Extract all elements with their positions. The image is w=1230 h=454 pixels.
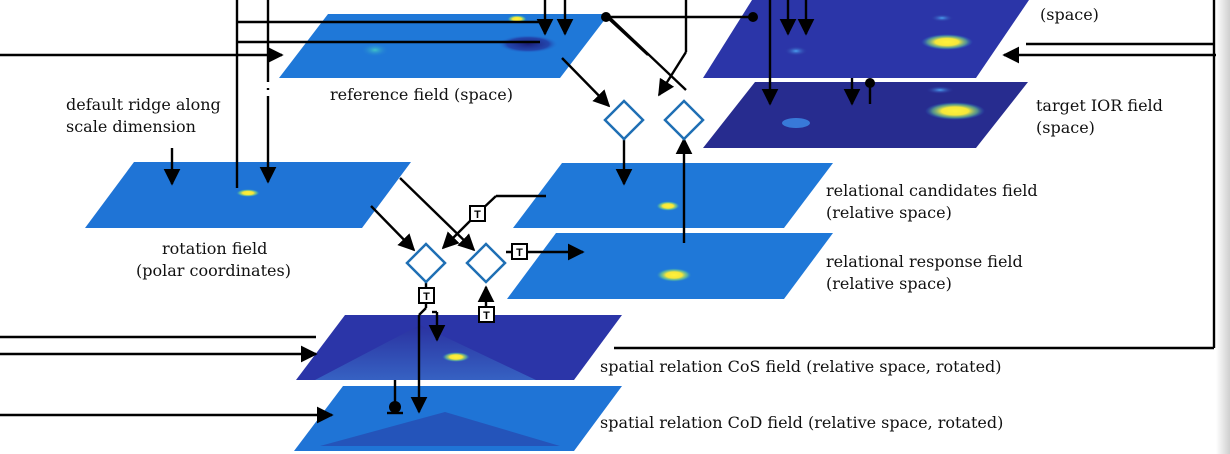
transfer-box: T (418, 287, 435, 304)
junction-dots (387, 12, 875, 415)
transfer-boxes: T T T T (418, 205, 528, 323)
target-field-label: (space) (1040, 5, 1099, 24)
cos-field-plane (296, 315, 622, 380)
relational-response-label-1: relational response field (826, 252, 1023, 271)
svg-text:T: T (423, 291, 430, 303)
processing-nodes (405, 99, 705, 284)
page-edge-shadow (1216, 0, 1230, 454)
relational-response-plane (507, 233, 833, 299)
svg-text:T: T (483, 310, 490, 322)
default-ridge-label-2: scale dimension (66, 117, 196, 136)
rotation-field-label-2: (polar coordinates) (136, 261, 291, 280)
target-ior-label-2: (space) (1036, 118, 1095, 137)
diamond-node (405, 242, 447, 284)
relational-candidates-plane (513, 163, 833, 228)
default-ridge-label-1: default ridge along (66, 95, 221, 114)
target-field-plane (703, 0, 1029, 78)
transfer-box: T (511, 243, 528, 260)
relational-candidates-label-1: relational candidates field (826, 181, 1038, 200)
diamond-node (603, 99, 645, 141)
diamond-node (663, 99, 705, 141)
relational-candidates-label-2: (relative space) (826, 203, 952, 222)
reference-field-label: reference field (space) (330, 85, 513, 104)
transfer-box: T (469, 205, 486, 222)
svg-text:T: T (516, 247, 523, 259)
transfer-box: T (478, 306, 495, 323)
rotation-field-label-1: rotation field (162, 239, 268, 258)
rotation-field-plane (85, 162, 411, 228)
target-ior-field-plane (703, 82, 1028, 148)
relational-response-label-2: (relative space) (826, 274, 952, 293)
cod-field-label: spatial relation CoD field (relative spa… (600, 413, 1004, 432)
diamond-node (465, 242, 507, 284)
connections (0, 0, 1230, 424)
cod-field-plane (294, 386, 622, 451)
target-ior-label-1: target IOR field (1036, 96, 1163, 115)
reference-field-plane (279, 14, 609, 78)
cos-field-label: spatial relation CoS field (relative spa… (600, 357, 1002, 376)
svg-text:T: T (474, 209, 481, 221)
